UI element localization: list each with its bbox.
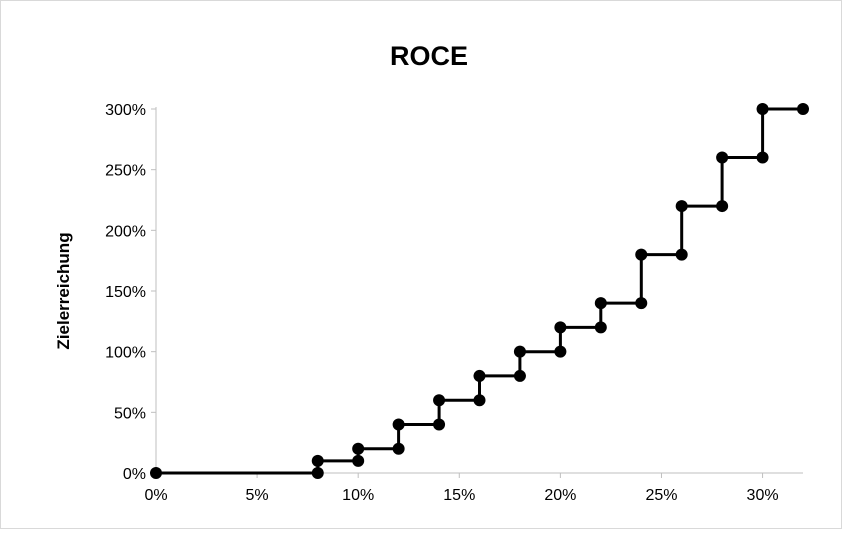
- data-point: [797, 103, 809, 115]
- data-point: [150, 467, 162, 479]
- data-point: [352, 442, 365, 455]
- data-point: [635, 248, 648, 261]
- series-layer: [150, 103, 809, 479]
- x-tick-label: 20%: [544, 487, 576, 504]
- data-point: [594, 297, 607, 310]
- data-point: [311, 454, 324, 467]
- data-point: [311, 467, 324, 479]
- data-point: [392, 442, 405, 455]
- data-point: [716, 151, 729, 164]
- x-tick-label: 5%: [246, 487, 269, 504]
- x-tick-label: 30%: [747, 487, 779, 504]
- y-tick-label: 200%: [105, 223, 146, 240]
- y-tick-label: 50%: [114, 405, 146, 422]
- x-tick-label: 0%: [144, 487, 167, 504]
- y-tick-label: 0%: [123, 466, 146, 483]
- data-point: [473, 369, 486, 382]
- y-tick-label: 150%: [105, 284, 146, 301]
- data-point: [554, 321, 567, 334]
- data-point: [513, 345, 526, 358]
- data-point: [756, 103, 769, 115]
- data-point: [433, 418, 446, 431]
- data-point: [716, 200, 729, 213]
- data-point: [675, 248, 688, 261]
- data-point: [635, 297, 648, 310]
- data-point: [392, 418, 405, 431]
- y-tick-label: 100%: [105, 345, 146, 362]
- data-point: [675, 200, 688, 213]
- data-point: [756, 151, 769, 164]
- data-point: [433, 394, 446, 407]
- data-point: [594, 321, 607, 334]
- axes: [155, 107, 803, 474]
- x-tick-label: 25%: [645, 487, 677, 504]
- y-tick-label: 300%: [105, 102, 146, 119]
- data-point: [352, 454, 365, 467]
- y-axis-label: Zielerreichung: [54, 232, 73, 349]
- data-point: [513, 369, 526, 382]
- x-tick-label: 10%: [342, 487, 374, 504]
- series-line: [156, 107, 803, 475]
- data-point: [554, 345, 567, 358]
- x-axis-ticks: 0% 5% 10% 15% 20% 25% 30%: [144, 473, 779, 504]
- x-tick-label: 15%: [443, 487, 475, 504]
- chart-title: ROCE: [390, 41, 468, 71]
- y-tick-label: 250%: [105, 163, 146, 180]
- data-point: [473, 394, 486, 407]
- y-axis-ticks: 0% 50% 100% 150% 200% 250% 300%: [105, 102, 156, 483]
